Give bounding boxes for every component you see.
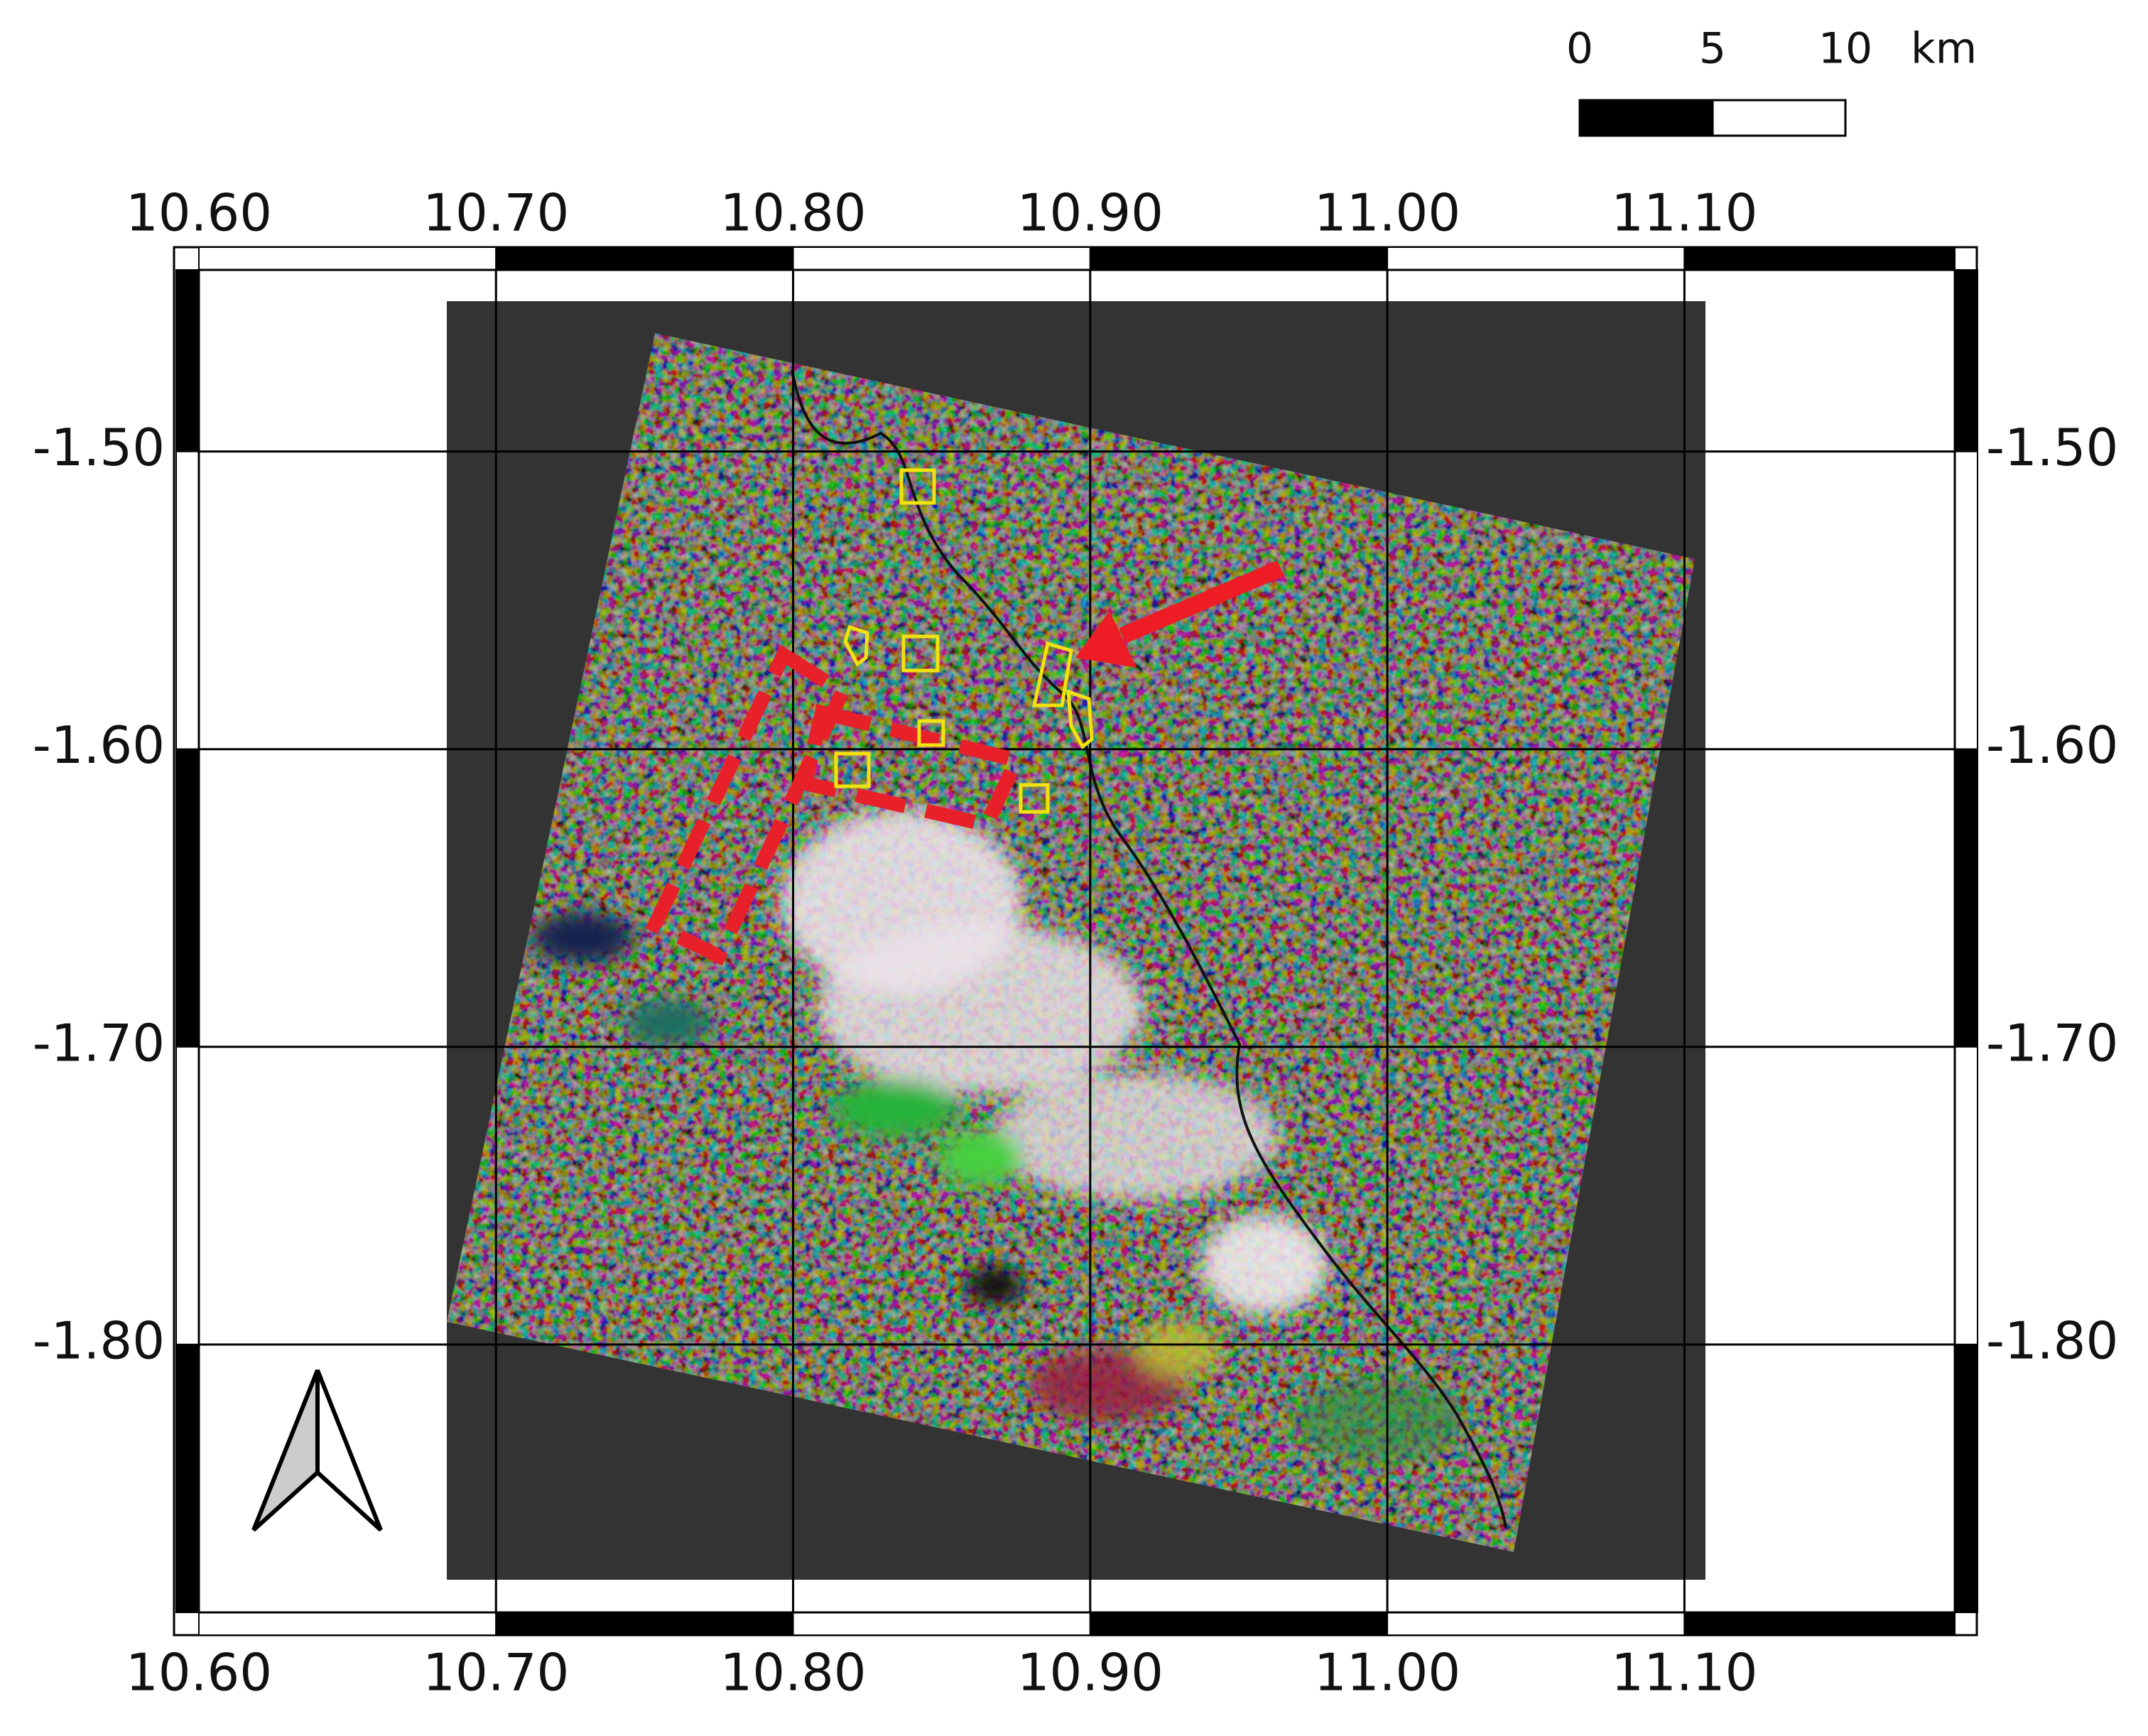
lon-tick-label: 10.90 <box>1017 1643 1164 1703</box>
scale-segment <box>1711 99 1847 137</box>
lon-tick-label: 11.00 <box>1314 1643 1460 1703</box>
frame-strip <box>175 748 200 1048</box>
frame-strip <box>198 1612 497 1636</box>
frame-strip <box>175 269 200 452</box>
lon-tick-label: 11.10 <box>1611 183 1757 243</box>
scale-unit: km <box>1911 24 1977 74</box>
frame-strip <box>1683 246 1956 271</box>
frame-strip <box>1954 1046 1978 1345</box>
sample-plot <box>1019 783 1050 814</box>
lon-tick-label: 10.80 <box>720 183 866 243</box>
frame-strip <box>175 1343 200 1613</box>
scale-bar: km 0 5 10 <box>1566 24 1977 137</box>
frame-strip <box>1387 1612 1686 1636</box>
graticule <box>197 270 1955 1612</box>
study-area-box <box>645 644 852 966</box>
frame-strip <box>1387 246 1686 271</box>
north-arrow <box>251 1369 383 1532</box>
frame-strip <box>1954 269 1978 452</box>
frame-strip <box>198 246 497 271</box>
scale-label: 0 <box>1566 24 1593 74</box>
lon-tick-label: 10.80 <box>720 1643 866 1703</box>
satellite-image <box>447 333 1695 1552</box>
frame-strip <box>495 246 794 271</box>
lon-tick-label: 10.70 <box>423 183 569 243</box>
lon-tick-label: 11.00 <box>1314 183 1460 243</box>
lat-tick-label: -1.80 <box>1986 1311 2118 1370</box>
lat-tick-label: -1.60 <box>1986 715 2118 775</box>
sample-plot <box>917 719 945 747</box>
frame-strip <box>1089 1612 1389 1636</box>
scale-label: 5 <box>1699 24 1726 74</box>
sample-polygon <box>1066 689 1094 749</box>
lon-tick-label: 10.70 <box>423 1643 569 1703</box>
lon-tick-label: 10.90 <box>1017 183 1164 243</box>
frame-strip <box>495 1612 794 1636</box>
sample-plot <box>899 468 936 505</box>
scale-label: 10 <box>1818 24 1872 74</box>
frame-strip <box>792 1612 1091 1636</box>
sample-plot <box>834 752 871 788</box>
frame-strip <box>175 450 200 750</box>
sample-plot <box>901 634 940 673</box>
lat-tick-label: -1.80 <box>33 1311 165 1370</box>
lon-tick-label: 10.60 <box>126 183 272 243</box>
sample-polygon <box>1031 641 1073 707</box>
frame-strip <box>1954 450 1978 750</box>
frame-strip <box>792 246 1091 271</box>
frame-strip <box>1954 748 1978 1048</box>
pointer-arrow-head <box>1075 611 1137 668</box>
frame-strip <box>1089 246 1389 271</box>
frame-strip <box>1954 1343 1978 1613</box>
lat-tick-label: -1.50 <box>1986 418 2118 477</box>
lon-tick-label: 10.60 <box>126 1643 272 1703</box>
frame-strip <box>175 1046 200 1345</box>
lat-tick-label: -1.50 <box>33 418 165 477</box>
pointer-arrow <box>1119 560 1284 644</box>
scale-segment <box>1578 99 1714 137</box>
lat-tick-label: -1.70 <box>1986 1013 2118 1073</box>
frame-strips <box>175 246 1978 1636</box>
frame-strip <box>1683 1612 1956 1636</box>
lat-tick-label: -1.70 <box>33 1013 165 1073</box>
sample-polygon <box>843 624 869 667</box>
lon-tick-label: 11.10 <box>1611 1643 1757 1703</box>
lat-tick-label: -1.60 <box>33 715 165 775</box>
annotations <box>645 468 1284 966</box>
